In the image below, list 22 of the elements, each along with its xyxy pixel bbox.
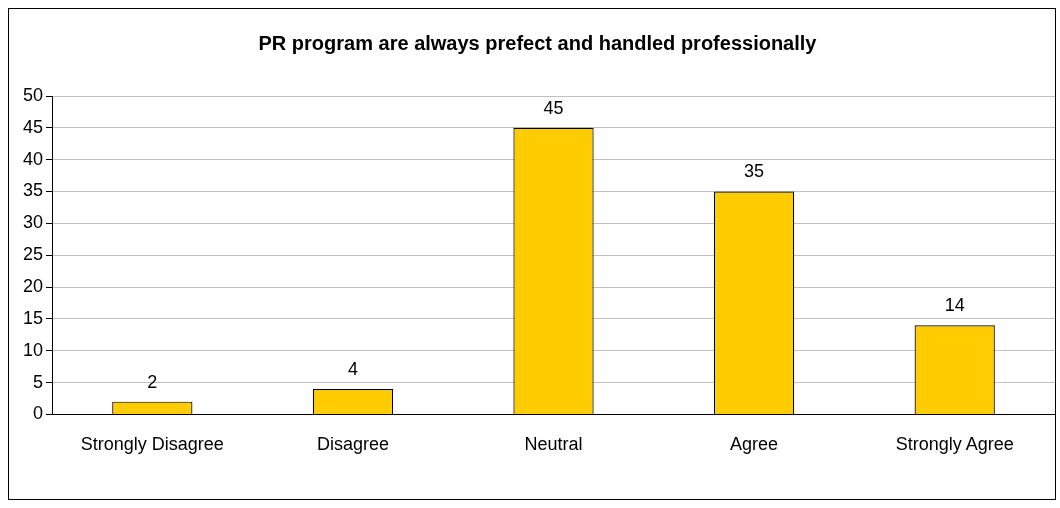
y-tick-label: 30 <box>22 212 44 233</box>
y-tick-label: 45 <box>22 116 44 137</box>
y-tick-label: 35 <box>22 180 44 201</box>
y-tick-label: 15 <box>22 307 44 328</box>
chart-title: PR program are always prefect and handled professionally <box>258 31 818 54</box>
x-tick-label: Disagree <box>316 434 389 455</box>
x-tick-label: Strongly Agree <box>895 434 1014 455</box>
y-tick-label: 50 <box>22 84 44 105</box>
data-label: 2 <box>147 371 158 392</box>
y-tick-label: 20 <box>22 276 44 297</box>
x-tick-label: Neutral <box>524 434 583 455</box>
x-tick-label: Agree <box>730 434 779 455</box>
y-tick-label: 25 <box>22 244 44 265</box>
y-tick-label: 0 <box>33 403 44 424</box>
y-tick-label: 10 <box>22 339 44 360</box>
data-label: 14 <box>944 295 965 316</box>
data-label: 35 <box>744 161 765 182</box>
data-label: 45 <box>543 97 564 118</box>
data-label: 4 <box>347 358 358 379</box>
y-tick-label: 5 <box>33 371 44 392</box>
x-tick-label: Strongly Disagree <box>80 434 224 455</box>
y-tick-label: 40 <box>22 148 44 169</box>
